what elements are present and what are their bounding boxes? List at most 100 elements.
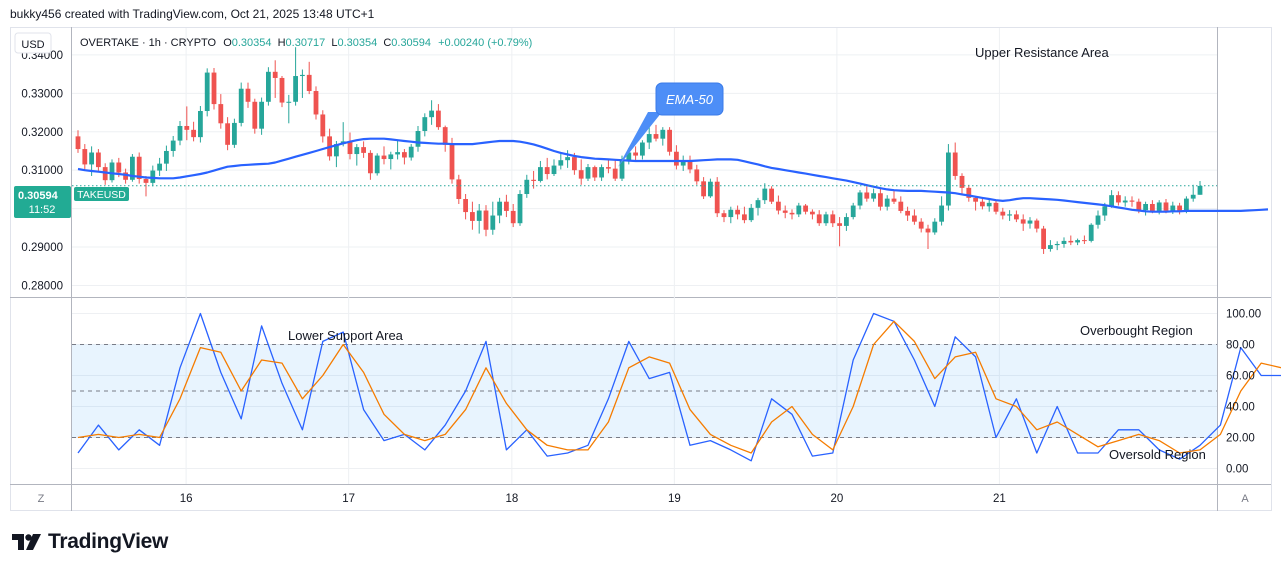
ema-group — [77, 137, 1269, 213]
candle-body — [170, 140, 176, 151]
candle-body — [334, 144, 339, 157]
ema-50-line — [77, 137, 1269, 213]
candle-body — [1170, 205, 1176, 211]
candle-body — [300, 74, 305, 77]
oscillator-tick-label: 0.00 — [1226, 464, 1248, 476]
auto-scale-button[interactable]: A — [1241, 493, 1249, 505]
candle-body — [837, 223, 842, 226]
candle-body — [674, 151, 679, 166]
candle-body — [599, 167, 604, 178]
candle-body — [75, 136, 81, 150]
symbol-legend: OVERTAKE · 1h · CRYPTO O0.30354 H0.30717… — [80, 37, 532, 49]
oscillator-tick-label: 80.00 — [1226, 340, 1255, 352]
ticker-box — [74, 187, 129, 201]
candle-body — [905, 210, 910, 216]
candle-body — [109, 162, 115, 181]
candle-body — [626, 152, 632, 161]
candle-body — [279, 77, 285, 103]
trading-chart[interactable]: 0.340000.330000.320000.310000.300000.290… — [0, 0, 1281, 530]
candle-body — [878, 193, 883, 207]
candle-body — [470, 212, 475, 221]
candle-body — [510, 210, 516, 224]
candle-body — [830, 214, 836, 224]
zoom-nav-button[interactable]: Z — [38, 493, 45, 505]
candle-body — [402, 152, 407, 158]
candle-body — [1136, 201, 1142, 211]
candle-body — [755, 200, 761, 208]
candle-body — [803, 205, 808, 212]
candle-body — [694, 169, 700, 182]
ema-callout[interactable]: EMA-50 — [618, 82, 724, 167]
candle-body — [653, 134, 659, 139]
candle-body — [1177, 205, 1182, 211]
candle-body — [374, 155, 380, 174]
candle-body — [531, 179, 536, 181]
candle-body — [558, 160, 564, 166]
lower-support-label: Lower Support Area — [288, 328, 404, 343]
time-tick-label: 16 — [180, 493, 193, 505]
candle-body — [1068, 240, 1074, 243]
candle-body — [823, 214, 829, 224]
candle-body — [1129, 200, 1135, 202]
candle-body — [130, 156, 135, 180]
candle-body — [449, 144, 455, 180]
candle-body — [612, 168, 618, 179]
oscillator-tick-label: 100.00 — [1226, 309, 1261, 321]
candle-body — [313, 91, 319, 115]
candle-body — [1000, 211, 1006, 216]
candle-body — [1048, 245, 1053, 249]
candle-body — [1184, 198, 1189, 211]
oscillator-tick-label: 60.00 — [1226, 371, 1255, 383]
candle-body — [293, 76, 298, 102]
candle-body — [1156, 202, 1162, 211]
candle-body — [538, 167, 543, 181]
candle-body — [939, 205, 944, 222]
candle-body — [1041, 228, 1046, 249]
time-tick-label: 21 — [993, 493, 1006, 505]
tradingview-logo-icon — [12, 534, 41, 550]
candle-body — [816, 214, 822, 224]
candle-body — [1088, 224, 1094, 241]
candle-body — [225, 123, 230, 145]
candle-body — [714, 181, 720, 214]
candle-body — [1109, 195, 1114, 207]
price-axis-ticks: 0.340000.330000.320000.310000.300000.290… — [21, 50, 63, 293]
ohlc-high: 0.30717 — [286, 37, 326, 49]
candle-body — [578, 170, 584, 179]
candle-body — [551, 165, 557, 175]
upper-resistance-label: Upper Resistance Area — [975, 45, 1109, 60]
candle-body — [82, 149, 88, 165]
candle-body — [1143, 204, 1148, 211]
currency-box[interactable] — [14, 32, 52, 54]
candle-body — [1054, 243, 1060, 246]
chart-credit: bukky456 created with TradingView.com, O… — [10, 7, 375, 21]
last-price-box — [14, 186, 71, 218]
candle-body — [218, 104, 224, 124]
candle-body — [320, 114, 326, 137]
candle-body — [993, 202, 999, 212]
candle-body — [980, 201, 985, 207]
candle-body — [116, 162, 122, 173]
candle-body — [1163, 202, 1169, 211]
last-price-countdown: 11:52 — [29, 204, 56, 216]
candle-body — [789, 212, 795, 215]
candle-body — [476, 210, 482, 221]
candle-body — [606, 167, 611, 169]
candle-body — [769, 188, 774, 202]
candle-body — [1082, 240, 1087, 242]
tradingview-logo: TradingView — [12, 530, 168, 554]
candle-body — [266, 71, 271, 102]
candle-body — [1027, 220, 1033, 224]
candle-body — [619, 160, 625, 179]
candle-body — [864, 192, 870, 199]
candle-body — [640, 142, 645, 156]
candle-body — [633, 152, 638, 156]
candle-body — [232, 122, 237, 145]
candle-body — [157, 163, 162, 171]
ohlc-close-label: C — [383, 37, 391, 49]
ohlc-low: 0.30354 — [337, 37, 377, 49]
candle-body — [925, 228, 931, 233]
candle-body — [490, 215, 496, 230]
candles — [75, 47, 1203, 254]
ohlc-low-label: L — [331, 37, 337, 49]
